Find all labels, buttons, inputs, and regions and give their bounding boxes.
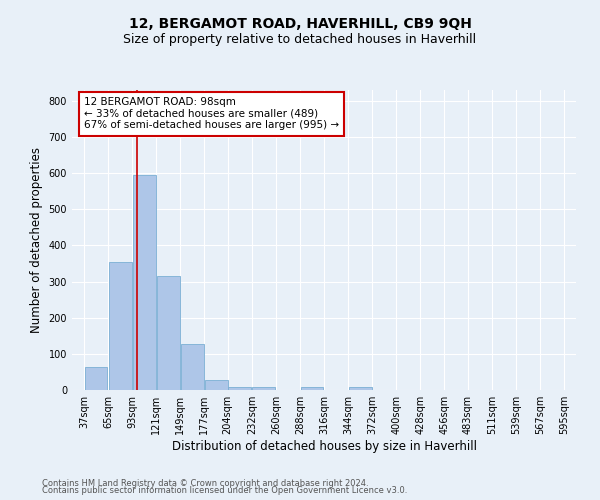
Bar — [205, 380, 228, 390]
Text: Contains public sector information licensed under the Open Government Licence v3: Contains public sector information licen… — [42, 486, 407, 495]
Bar — [253, 386, 275, 390]
Bar — [109, 262, 131, 390]
Bar — [157, 276, 180, 390]
Y-axis label: Number of detached properties: Number of detached properties — [30, 147, 43, 333]
Text: 12 BERGAMOT ROAD: 98sqm
← 33% of detached houses are smaller (489)
67% of semi-d: 12 BERGAMOT ROAD: 98sqm ← 33% of detache… — [84, 97, 339, 130]
Text: Size of property relative to detached houses in Haverhill: Size of property relative to detached ho… — [124, 32, 476, 46]
Bar — [229, 386, 251, 390]
Bar — [85, 366, 107, 390]
Text: 12, BERGAMOT ROAD, HAVERHILL, CB9 9QH: 12, BERGAMOT ROAD, HAVERHILL, CB9 9QH — [128, 18, 472, 32]
Text: Contains HM Land Registry data © Crown copyright and database right 2024.: Contains HM Land Registry data © Crown c… — [42, 478, 368, 488]
Bar — [301, 386, 323, 390]
Bar — [349, 386, 371, 390]
Bar — [133, 175, 155, 390]
X-axis label: Distribution of detached houses by size in Haverhill: Distribution of detached houses by size … — [172, 440, 476, 453]
Bar — [181, 344, 204, 390]
